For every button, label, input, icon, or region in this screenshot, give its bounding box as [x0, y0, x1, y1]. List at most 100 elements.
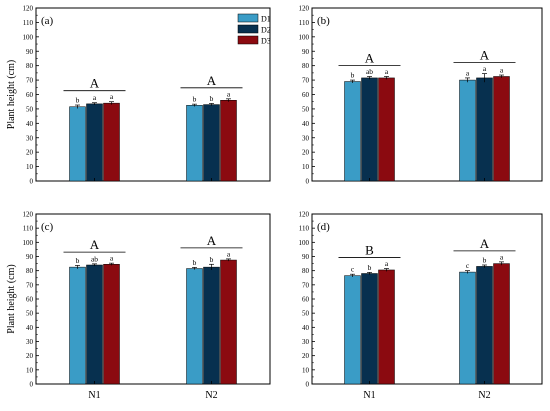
- bar-d3: [493, 76, 510, 182]
- group-letter: A: [480, 236, 490, 251]
- panel-4: 0 10 20 30 40 50 60 70 80 90 100 110 120 (d) c b a B N1 c b a…: [299, 211, 543, 401]
- y-tick-label: 30: [26, 338, 34, 346]
- bar-d3: [103, 102, 120, 182]
- y-tick-label: 110: [23, 225, 34, 233]
- bar-d1: [186, 268, 203, 385]
- y-tick-label: 40: [26, 324, 34, 332]
- y-tick-label: 30: [26, 134, 34, 142]
- significance-letter: a: [227, 249, 231, 258]
- bar-d1: [69, 106, 86, 182]
- y-tick-label: 20: [26, 352, 34, 360]
- bar-d3: [220, 259, 237, 385]
- bar-d1: [344, 275, 361, 385]
- y-tick-label: 50: [26, 105, 34, 113]
- group-letter: B: [365, 243, 374, 258]
- significance-letter: b: [483, 256, 487, 265]
- y-tick-label: 20: [302, 352, 310, 360]
- significance-letter: ab: [91, 254, 98, 263]
- y-tick-label: 20: [26, 149, 34, 157]
- panel-label: (b): [317, 15, 330, 27]
- significance-letter: a: [385, 67, 389, 76]
- significance-letter: b: [76, 256, 80, 265]
- y-tick-label: 30: [302, 338, 310, 346]
- bar-d1: [459, 79, 476, 182]
- legend-label: D2: [261, 26, 271, 35]
- bar-d1: [344, 81, 361, 182]
- significance-letter: a: [500, 66, 504, 75]
- y-axis-label: Plant height (cm): [6, 60, 17, 129]
- significance-letter: ab: [366, 67, 373, 76]
- significance-letter: a: [385, 259, 389, 268]
- bar-d3: [103, 264, 120, 385]
- legend: D1 D2 D3: [237, 13, 271, 46]
- y-tick-label: 80: [302, 62, 310, 70]
- y-tick-label: 100: [299, 33, 310, 41]
- legend-label: D3: [261, 37, 271, 46]
- y-tick-label: 100: [23, 33, 34, 41]
- y-tick-label: 50: [302, 105, 310, 113]
- bar-d1: [459, 271, 476, 385]
- y-tick-label: 40: [26, 120, 34, 128]
- y-tick-label: 60: [302, 91, 310, 99]
- significance-letter: b: [210, 255, 214, 264]
- significance-letter: c: [351, 265, 355, 274]
- significance-letter: a: [110, 92, 114, 101]
- legend-swatch-d2: [237, 24, 259, 34]
- significance-letter: b: [193, 95, 197, 104]
- y-tick-label: 70: [302, 281, 310, 289]
- group-letter: A: [365, 50, 375, 65]
- significance-letter: b: [210, 94, 214, 103]
- panel-label: (a): [41, 15, 54, 27]
- y-tick-label: 60: [302, 296, 310, 304]
- bar-d1: [69, 266, 86, 385]
- y-tick-label: 80: [302, 267, 310, 275]
- group-letter: A: [207, 233, 217, 248]
- group-letter: A: [90, 237, 100, 252]
- legend-label: D1: [261, 15, 271, 24]
- bar-d3: [378, 77, 395, 182]
- significance-letter: b: [76, 96, 80, 105]
- group-letter: A: [207, 73, 217, 88]
- bar-d2: [86, 103, 103, 182]
- significance-letter: b: [351, 71, 355, 80]
- y-tick-label: 20: [302, 149, 310, 157]
- y-tick-label: 40: [302, 120, 310, 128]
- y-tick-label: 120: [299, 211, 310, 219]
- y-tick-label: 110: [299, 225, 310, 233]
- bar-d2: [361, 77, 378, 182]
- significance-letter: a: [500, 252, 504, 261]
- y-tick-label: 120: [23, 211, 34, 219]
- y-tick-label: 80: [26, 62, 34, 70]
- y-tick-label: 120: [299, 5, 310, 13]
- y-tick-label: 100: [23, 239, 34, 247]
- y-tick-label: 70: [302, 77, 310, 85]
- y-tick-label: 90: [26, 253, 34, 261]
- y-tick-label: 90: [302, 48, 310, 56]
- significance-letter: a: [227, 89, 231, 98]
- significance-letter: a: [93, 93, 97, 102]
- y-tick-label: 10: [302, 366, 310, 374]
- y-tick-label: 50: [302, 310, 310, 318]
- y-tick-label: 70: [26, 77, 34, 85]
- panel-label: (d): [317, 221, 330, 233]
- bar-d2: [203, 104, 220, 182]
- bar-d3: [493, 263, 510, 385]
- panel-3: 0 10 20 30 40 50 60 70 80 90 100 110 120 Plant height…: [6, 211, 271, 401]
- significance-letter: a: [466, 68, 470, 77]
- y-tick-label: 80: [26, 267, 34, 275]
- y-tick-label: 110: [299, 19, 310, 27]
- bar-d2: [86, 264, 103, 385]
- y-axis-label: Plant height (cm): [6, 264, 17, 333]
- x-tick-label: N1: [88, 390, 100, 401]
- y-tick-label: 10: [302, 163, 310, 171]
- significance-letter: b: [193, 258, 197, 267]
- y-tick-label: 0: [306, 178, 310, 186]
- y-tick-label: 120: [23, 5, 34, 13]
- y-tick-label: 70: [26, 281, 34, 289]
- y-tick-label: 50: [26, 310, 34, 318]
- significance-letter: a: [483, 64, 487, 73]
- significance-letter: b: [368, 263, 372, 272]
- bar-d1: [186, 105, 203, 182]
